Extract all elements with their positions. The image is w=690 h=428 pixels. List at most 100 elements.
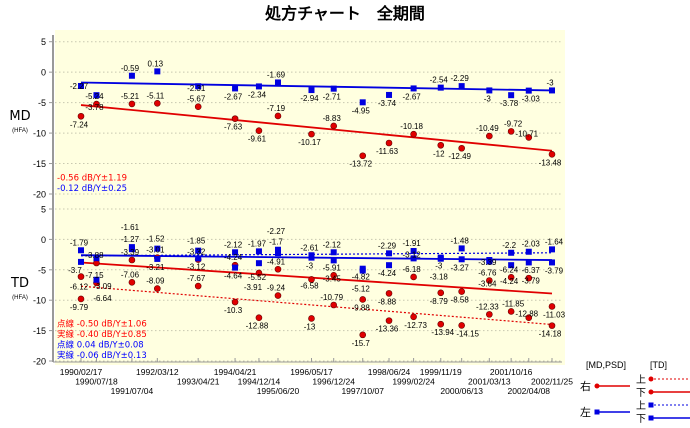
data-label: -6.12: [70, 283, 89, 292]
data-point-left-upper: [525, 248, 532, 255]
data-label: -6.58: [300, 281, 319, 290]
data-label: -9.88: [352, 303, 371, 312]
chart-title: 処方チャート 全期間: [265, 4, 425, 23]
x-tick-label: 1996/05/17: [290, 367, 333, 377]
data-point-left-lower: [410, 255, 417, 262]
data-label: -5.24: [85, 92, 104, 101]
data-label: -3.21: [146, 263, 165, 272]
data-label: -4.91: [267, 257, 286, 266]
data-point-right-upper: [231, 298, 239, 306]
data-label: -1.85: [187, 237, 206, 246]
y-tick-label: 5: [41, 37, 46, 47]
x-tick-label: 1995/06/20: [257, 386, 300, 396]
legend: [MD,PSD] [TD] 右 左 上 下 上 下: [580, 360, 690, 425]
data-label: -2.12: [323, 240, 342, 249]
y-tick-label: -15: [33, 326, 46, 336]
data-point-left-upper: [508, 249, 515, 256]
data-label: -3.12: [187, 262, 206, 271]
data-point-left-upper: [386, 250, 393, 257]
data-label: -9.61: [248, 135, 267, 144]
data-label: -3.09: [93, 282, 112, 291]
data-point-right-upper: [385, 317, 393, 324]
data-point-right-lower: [330, 272, 338, 279]
data-point-left: [255, 83, 262, 90]
data-point-right-upper: [486, 311, 493, 318]
data-point-left: [78, 82, 84, 89]
data-point-left-upper: [195, 247, 202, 254]
x-tick-label: 1999/02/24: [392, 377, 435, 387]
data-point-left-upper: [93, 255, 100, 262]
data-point-right-upper: [410, 313, 417, 321]
trend-note: 点線 -0.50 dB/Y±1.06: [57, 319, 147, 330]
data-label: -3.39: [121, 248, 140, 257]
data-label: -5.21: [121, 92, 140, 101]
data-label: -12.88: [246, 322, 269, 331]
data-label: -1.61: [121, 223, 140, 232]
data-label: -1.91: [402, 239, 421, 248]
data-point-right-upper: [77, 295, 85, 303]
data-label: -11.03: [543, 310, 566, 319]
legend-right-label: 右: [580, 379, 591, 393]
data-label: -2.27: [70, 82, 89, 91]
legend-md-left-marker: [594, 409, 600, 415]
data-label: 0.13: [148, 59, 164, 68]
data-point-right: [255, 127, 263, 135]
x-tick-label: 1994/12/14: [238, 377, 281, 387]
data-label: -8.58: [451, 296, 470, 305]
data-point-right-upper: [128, 279, 136, 286]
x-tick-label: 1997/10/07: [341, 386, 384, 396]
data-point-right-lower: [458, 288, 465, 295]
data-point-right-lower: [410, 273, 417, 281]
x-tick-label: 1993/04/21: [177, 377, 220, 387]
data-label: -10.71: [515, 129, 538, 138]
data-point-right: [525, 134, 533, 141]
data-label: -13.72: [349, 160, 372, 169]
data-label: -1.69: [267, 70, 286, 79]
data-label: -8.88: [378, 297, 397, 306]
data-point-left-upper: [330, 249, 337, 256]
data-label: -3.79: [522, 276, 541, 285]
trend-note: 実線 -0.40 dB/Y±0.85: [57, 329, 147, 340]
data-point-right: [330, 122, 338, 130]
data-point-left-upper: [549, 246, 555, 253]
data-point-right-upper: [330, 301, 338, 309]
data-label: -6.37: [522, 266, 541, 275]
y-tick-label: -10: [33, 296, 46, 306]
data-point-right: [507, 128, 515, 135]
data-label: -1.64: [545, 237, 564, 246]
data-point-left-lower: [255, 260, 262, 267]
data-point-right-lower: [525, 274, 533, 282]
data-point-right: [486, 132, 493, 140]
data-label: -13: [304, 322, 316, 331]
data-label: -4.24: [500, 277, 519, 286]
data-point-left-lower: [232, 264, 239, 271]
data-point-right: [458, 144, 465, 152]
data-label: -7.15: [85, 271, 104, 280]
data-point-right: [548, 150, 556, 158]
data-label: -3.79: [545, 266, 564, 275]
data-label: -5.11: [147, 91, 165, 100]
data-point-right-lower: [128, 256, 136, 264]
legend-td-marker: [648, 389, 654, 395]
data-point-right-upper: [308, 315, 315, 322]
data-label: -12.73: [404, 321, 427, 330]
data-point-right: [410, 130, 417, 138]
data-label: -8.09: [146, 277, 165, 286]
data-label: -12.88: [515, 310, 538, 319]
data-label: -7.24: [70, 120, 89, 129]
data-label: -13.94: [431, 328, 454, 337]
data-label: -2.03: [522, 240, 541, 249]
data-point-left: [549, 87, 555, 94]
trend-note: -0.56 dB/Y±1.19: [57, 174, 127, 184]
data-point-left-lower: [525, 259, 532, 266]
data-point-right: [437, 141, 445, 149]
legend-md-right-marker: [594, 383, 600, 389]
y-axis-label: MD: [9, 109, 30, 124]
data-point-left: [386, 91, 393, 98]
data-point-left: [232, 85, 239, 92]
data-point-left-upper: [154, 245, 161, 252]
data-label: -4.64: [224, 272, 243, 281]
y-tick-label: -20: [33, 357, 46, 367]
data-point-left: [128, 72, 135, 79]
data-label: -10.17: [298, 138, 321, 147]
